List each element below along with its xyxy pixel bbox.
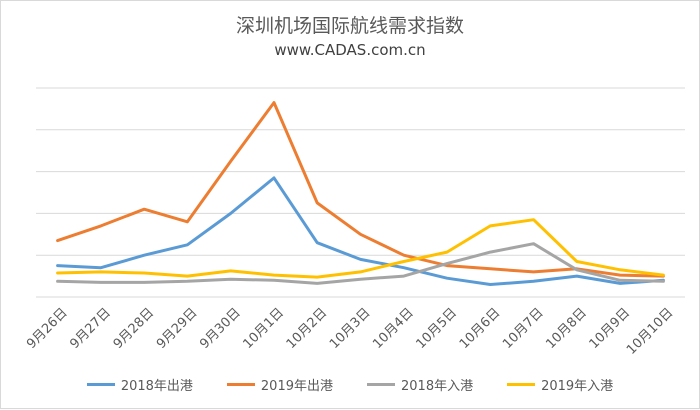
series-line [56, 242, 665, 285]
legend-item: 2018年出港 [86, 375, 193, 394]
legend: 2018年出港 2019年出港 2018年入港 2019年入港 [1, 375, 699, 394]
x-tick-label: 10月7日 [500, 305, 547, 352]
x-tick-label: 10月10日 [624, 305, 676, 357]
x-tick-label: 9月26日 [24, 305, 71, 352]
legend-item: 2019年入港 [507, 375, 613, 394]
x-tick-label: 9月27日 [67, 305, 114, 352]
legend-label: 2018年入港 [401, 379, 474, 394]
x-axis-labels: 9月26日9月27日9月28日9月29日9月30日10月1日10月2日10月3日… [24, 305, 676, 357]
x-tick-label: 10月4日 [370, 305, 417, 352]
x-tick-label: 10月6日 [457, 305, 504, 352]
x-tick-label: 10月1日 [240, 305, 287, 352]
series-line [56, 101, 665, 278]
x-tick-label: 10月8日 [543, 305, 590, 352]
x-tick-label: 10月5日 [414, 305, 461, 352]
legend-item: 2019年出港 [226, 375, 333, 394]
legend-label: 2019年入港 [541, 379, 614, 394]
x-tick-label: 10月2日 [284, 305, 331, 352]
grid-lines [36, 87, 685, 298]
x-tick-label: 9月28日 [111, 305, 158, 352]
chart-title: 深圳机场国际航线需求指数 [235, 15, 464, 37]
chart-subtitle: www.CADAS.com.cn [274, 41, 426, 59]
legend-item: 2018年入港 [367, 375, 473, 394]
legend-swatch [507, 383, 536, 386]
x-tick-label: 10月3日 [327, 305, 374, 352]
legend-swatch [86, 383, 115, 386]
series-line [56, 218, 665, 279]
series-line [56, 176, 665, 286]
x-tick-label: 9月29日 [154, 305, 201, 352]
legend-swatch [367, 383, 395, 386]
legend-label: 2018年出港 [120, 379, 193, 394]
legend-label: 2019年出港 [260, 379, 333, 394]
legend-swatch [226, 383, 255, 386]
x-tick-label: 9月30日 [197, 305, 244, 352]
series-lines [56, 101, 665, 286]
